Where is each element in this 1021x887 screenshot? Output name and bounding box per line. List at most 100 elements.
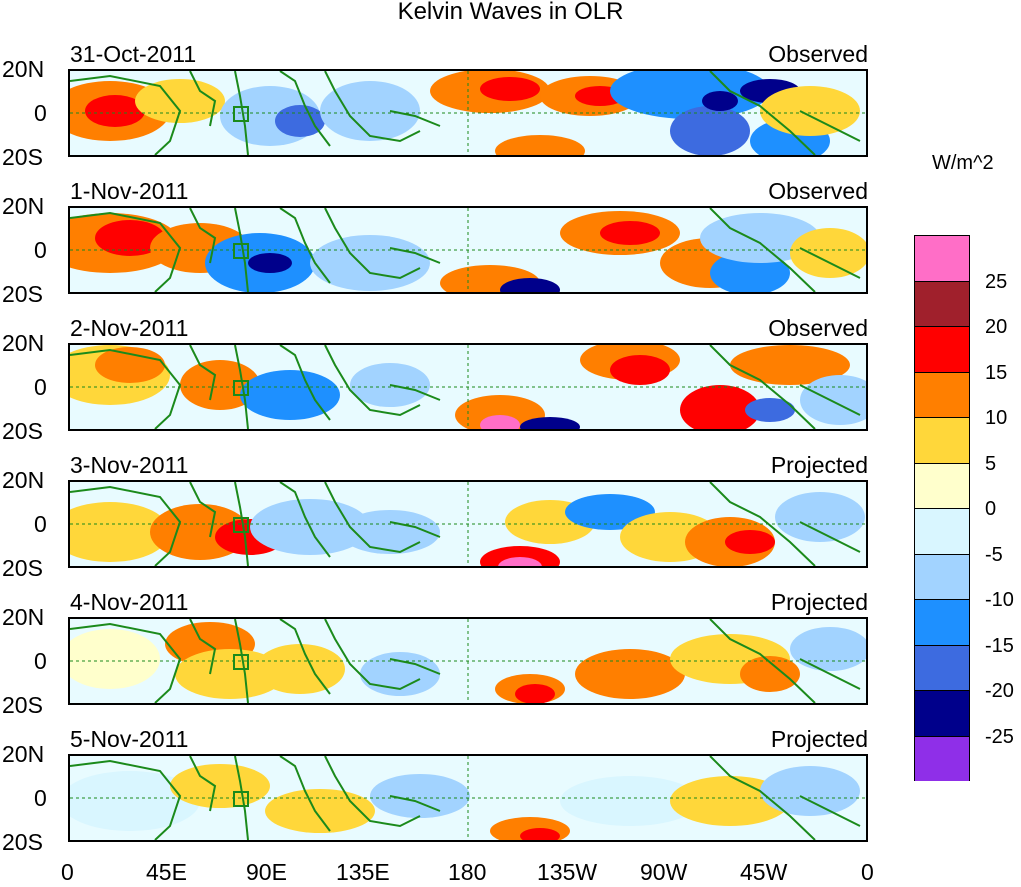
lat-label: 0	[34, 511, 47, 537]
colorbar-swatch	[915, 463, 969, 509]
lon-label: 0	[61, 859, 74, 885]
anomaly-patch	[85, 95, 145, 127]
map-panel: 2-Nov-2011 Observed	[68, 315, 868, 431]
region-box	[233, 380, 249, 396]
anomaly-patch	[500, 278, 560, 292]
lat-label: 0	[34, 237, 47, 263]
coastline	[324, 208, 421, 280]
coastline	[279, 71, 331, 147]
colorbar-label: 15	[985, 362, 1008, 384]
panel-date: 2-Nov-2011	[70, 315, 189, 341]
coastline	[324, 619, 421, 691]
lat-label: 20S	[2, 281, 43, 307]
coastline	[709, 482, 816, 566]
anomaly-patch	[275, 105, 325, 137]
lat-label: 0	[34, 100, 47, 126]
coastline	[189, 619, 217, 675]
map-panel: 4-Nov-2011 Projected	[68, 589, 868, 705]
anomaly-patch	[702, 91, 738, 111]
anomaly-patch	[95, 220, 165, 256]
coastline	[189, 71, 217, 127]
panel-status: Projected	[770, 452, 868, 478]
lat-label: 0	[34, 374, 47, 400]
coastline	[279, 208, 331, 284]
anomaly-patch	[240, 370, 340, 420]
map-field	[70, 71, 866, 155]
colorbar-swatch	[915, 327, 969, 373]
lat-label: 20S	[2, 144, 43, 170]
panel-date: 1-Nov-2011	[70, 178, 189, 204]
coastline	[389, 384, 441, 401]
olr-anomaly-map	[68, 206, 868, 294]
coastline	[709, 208, 816, 292]
coastline	[709, 71, 816, 155]
anomaly-patch	[255, 644, 345, 694]
coastline	[234, 756, 249, 840]
anomaly-patch	[265, 789, 375, 833]
coastline	[234, 482, 249, 566]
anomaly-patch	[498, 557, 542, 566]
anomaly-patch	[760, 86, 860, 136]
coastline	[70, 759, 182, 840]
anomaly-patch	[740, 656, 800, 692]
anomaly-patch	[800, 375, 866, 425]
colorbar-swatch	[915, 554, 969, 600]
colorbar-swatch	[915, 736, 969, 781]
coastline	[324, 345, 421, 417]
map-panel: 1-Nov-2011 Observed	[68, 178, 868, 294]
colorbar-swatch	[915, 236, 969, 282]
colorbar-label: 20	[985, 316, 1008, 338]
lon-label: 45W	[740, 859, 788, 885]
lat-label: 20S	[2, 692, 43, 718]
lat-label: 20S	[2, 555, 43, 581]
anomaly-patch	[575, 649, 685, 699]
anomaly-patch	[70, 771, 200, 831]
coastline	[709, 345, 816, 429]
panel-status: Projected	[770, 726, 868, 752]
anomaly-patch	[730, 345, 850, 385]
colorbar-label: 5	[985, 453, 997, 475]
coastline	[799, 795, 861, 827]
panel-status: Projected	[770, 589, 868, 615]
map-panel: 31-Oct-2011 Observed	[68, 41, 868, 157]
region-box	[233, 654, 249, 670]
anomaly-patch	[790, 228, 866, 278]
olr-anomaly-map	[68, 480, 868, 568]
panel-date: 3-Nov-2011	[70, 452, 189, 478]
lat-label: 20N	[2, 604, 45, 630]
coastline	[389, 521, 441, 538]
map-field	[70, 208, 866, 292]
coastline	[324, 756, 421, 828]
coastline	[70, 211, 182, 292]
coastline	[279, 345, 331, 421]
map-field	[70, 756, 866, 840]
lon-label: 135W	[537, 859, 598, 885]
anomaly-patch	[725, 530, 775, 554]
anomaly-patch	[248, 253, 292, 273]
coastline	[799, 658, 861, 690]
anomaly-patch	[170, 764, 270, 808]
lon-label: 180	[448, 859, 487, 885]
coastline	[234, 208, 249, 292]
lat-label: 20S	[2, 418, 43, 444]
panel-status: Observed	[768, 41, 868, 67]
coastline	[70, 348, 182, 429]
olr-anomaly-map	[68, 754, 868, 842]
coastline	[389, 110, 441, 127]
anomaly-patch	[95, 347, 165, 383]
coastline	[709, 619, 816, 703]
colorbar-label: -25	[985, 726, 1014, 748]
anomaly-patch	[520, 417, 580, 429]
colorbar-label: -10	[985, 589, 1014, 611]
colorbar-label: 0	[985, 498, 997, 520]
map-field	[70, 482, 866, 566]
anomaly-patch	[680, 385, 760, 429]
coastline	[234, 71, 249, 155]
coastline	[279, 756, 331, 832]
olr-anomaly-map	[68, 343, 868, 431]
olr-anomaly-map	[68, 617, 868, 705]
anomaly-patch	[70, 502, 170, 562]
lon-label: 90E	[246, 859, 287, 885]
anomaly-patch	[760, 766, 860, 816]
anomaly-patch	[480, 77, 540, 101]
